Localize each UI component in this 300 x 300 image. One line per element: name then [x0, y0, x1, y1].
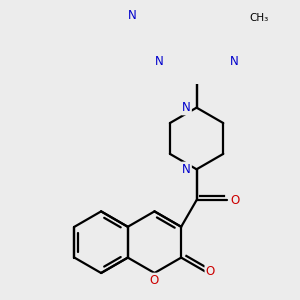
- Text: O: O: [150, 274, 159, 287]
- Text: N: N: [230, 55, 239, 68]
- Text: O: O: [206, 265, 215, 278]
- Text: CH₃: CH₃: [250, 13, 269, 22]
- Text: O: O: [230, 194, 239, 207]
- Text: N: N: [154, 55, 163, 68]
- Text: N: N: [182, 163, 191, 176]
- Text: N: N: [182, 101, 191, 114]
- Text: N: N: [128, 9, 136, 22]
